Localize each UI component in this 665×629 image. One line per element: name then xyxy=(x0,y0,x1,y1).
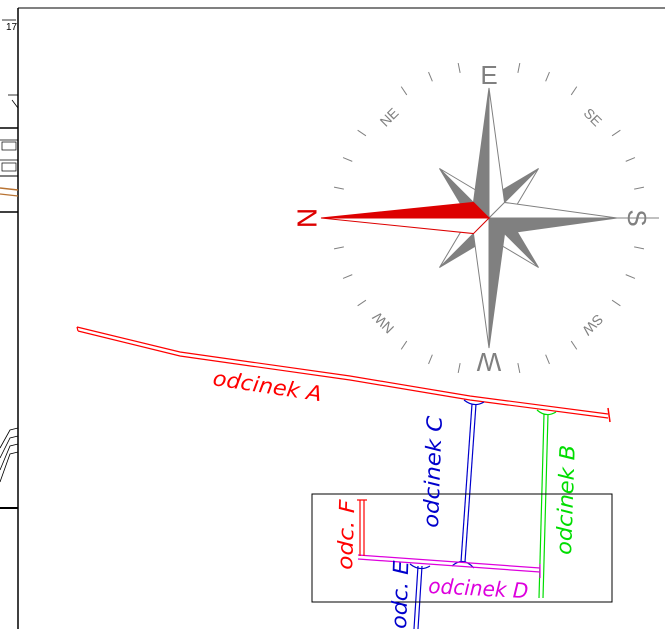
compass-tick xyxy=(545,71,550,82)
compass-tick xyxy=(634,246,645,250)
road-segments xyxy=(76,326,613,629)
sidebar-number: 17 xyxy=(6,22,18,33)
compass-letter-n: N xyxy=(292,208,323,228)
compass-tick xyxy=(357,299,367,307)
segment-f-line xyxy=(357,499,367,556)
compass-tick xyxy=(570,340,578,350)
segment-b-label: odcinek B xyxy=(552,444,580,555)
compass-tick xyxy=(457,363,461,374)
compass-tick xyxy=(333,246,344,250)
compass-letter-e: E xyxy=(480,60,497,90)
compass-tick xyxy=(625,274,636,279)
segment-a-line xyxy=(76,326,611,423)
compass-letter-w: W xyxy=(476,347,501,377)
compass-tick xyxy=(570,86,578,96)
compass-tick xyxy=(400,86,408,96)
compass-tick xyxy=(545,354,550,365)
compass-tick xyxy=(611,299,621,307)
compass-tick xyxy=(357,129,367,137)
compass-tick xyxy=(342,157,353,162)
compass-tick xyxy=(625,157,636,162)
compass-tick xyxy=(517,62,521,73)
segment-d-label: odcinek D xyxy=(428,574,529,603)
compass-tick xyxy=(333,186,344,190)
segment-e-label: odc. E xyxy=(387,560,413,629)
segment-d-line xyxy=(357,554,541,578)
compass-tick xyxy=(634,186,645,190)
compass-tick xyxy=(517,363,521,374)
compass-letter-s: S xyxy=(622,209,652,226)
detail-frame xyxy=(311,493,613,603)
compass-tick xyxy=(400,340,408,350)
compass-tick xyxy=(342,274,353,279)
segment-c-label: odcinek C xyxy=(419,415,447,528)
compass-tick xyxy=(428,354,433,365)
segment-e-line xyxy=(409,563,431,629)
compass-tick xyxy=(457,62,461,73)
segment-c-line xyxy=(451,399,485,569)
compass-tick xyxy=(611,129,621,137)
compass-north-point-fill xyxy=(320,201,491,219)
compass-tick xyxy=(428,71,433,82)
segment-f-label: odc. F xyxy=(333,498,359,570)
